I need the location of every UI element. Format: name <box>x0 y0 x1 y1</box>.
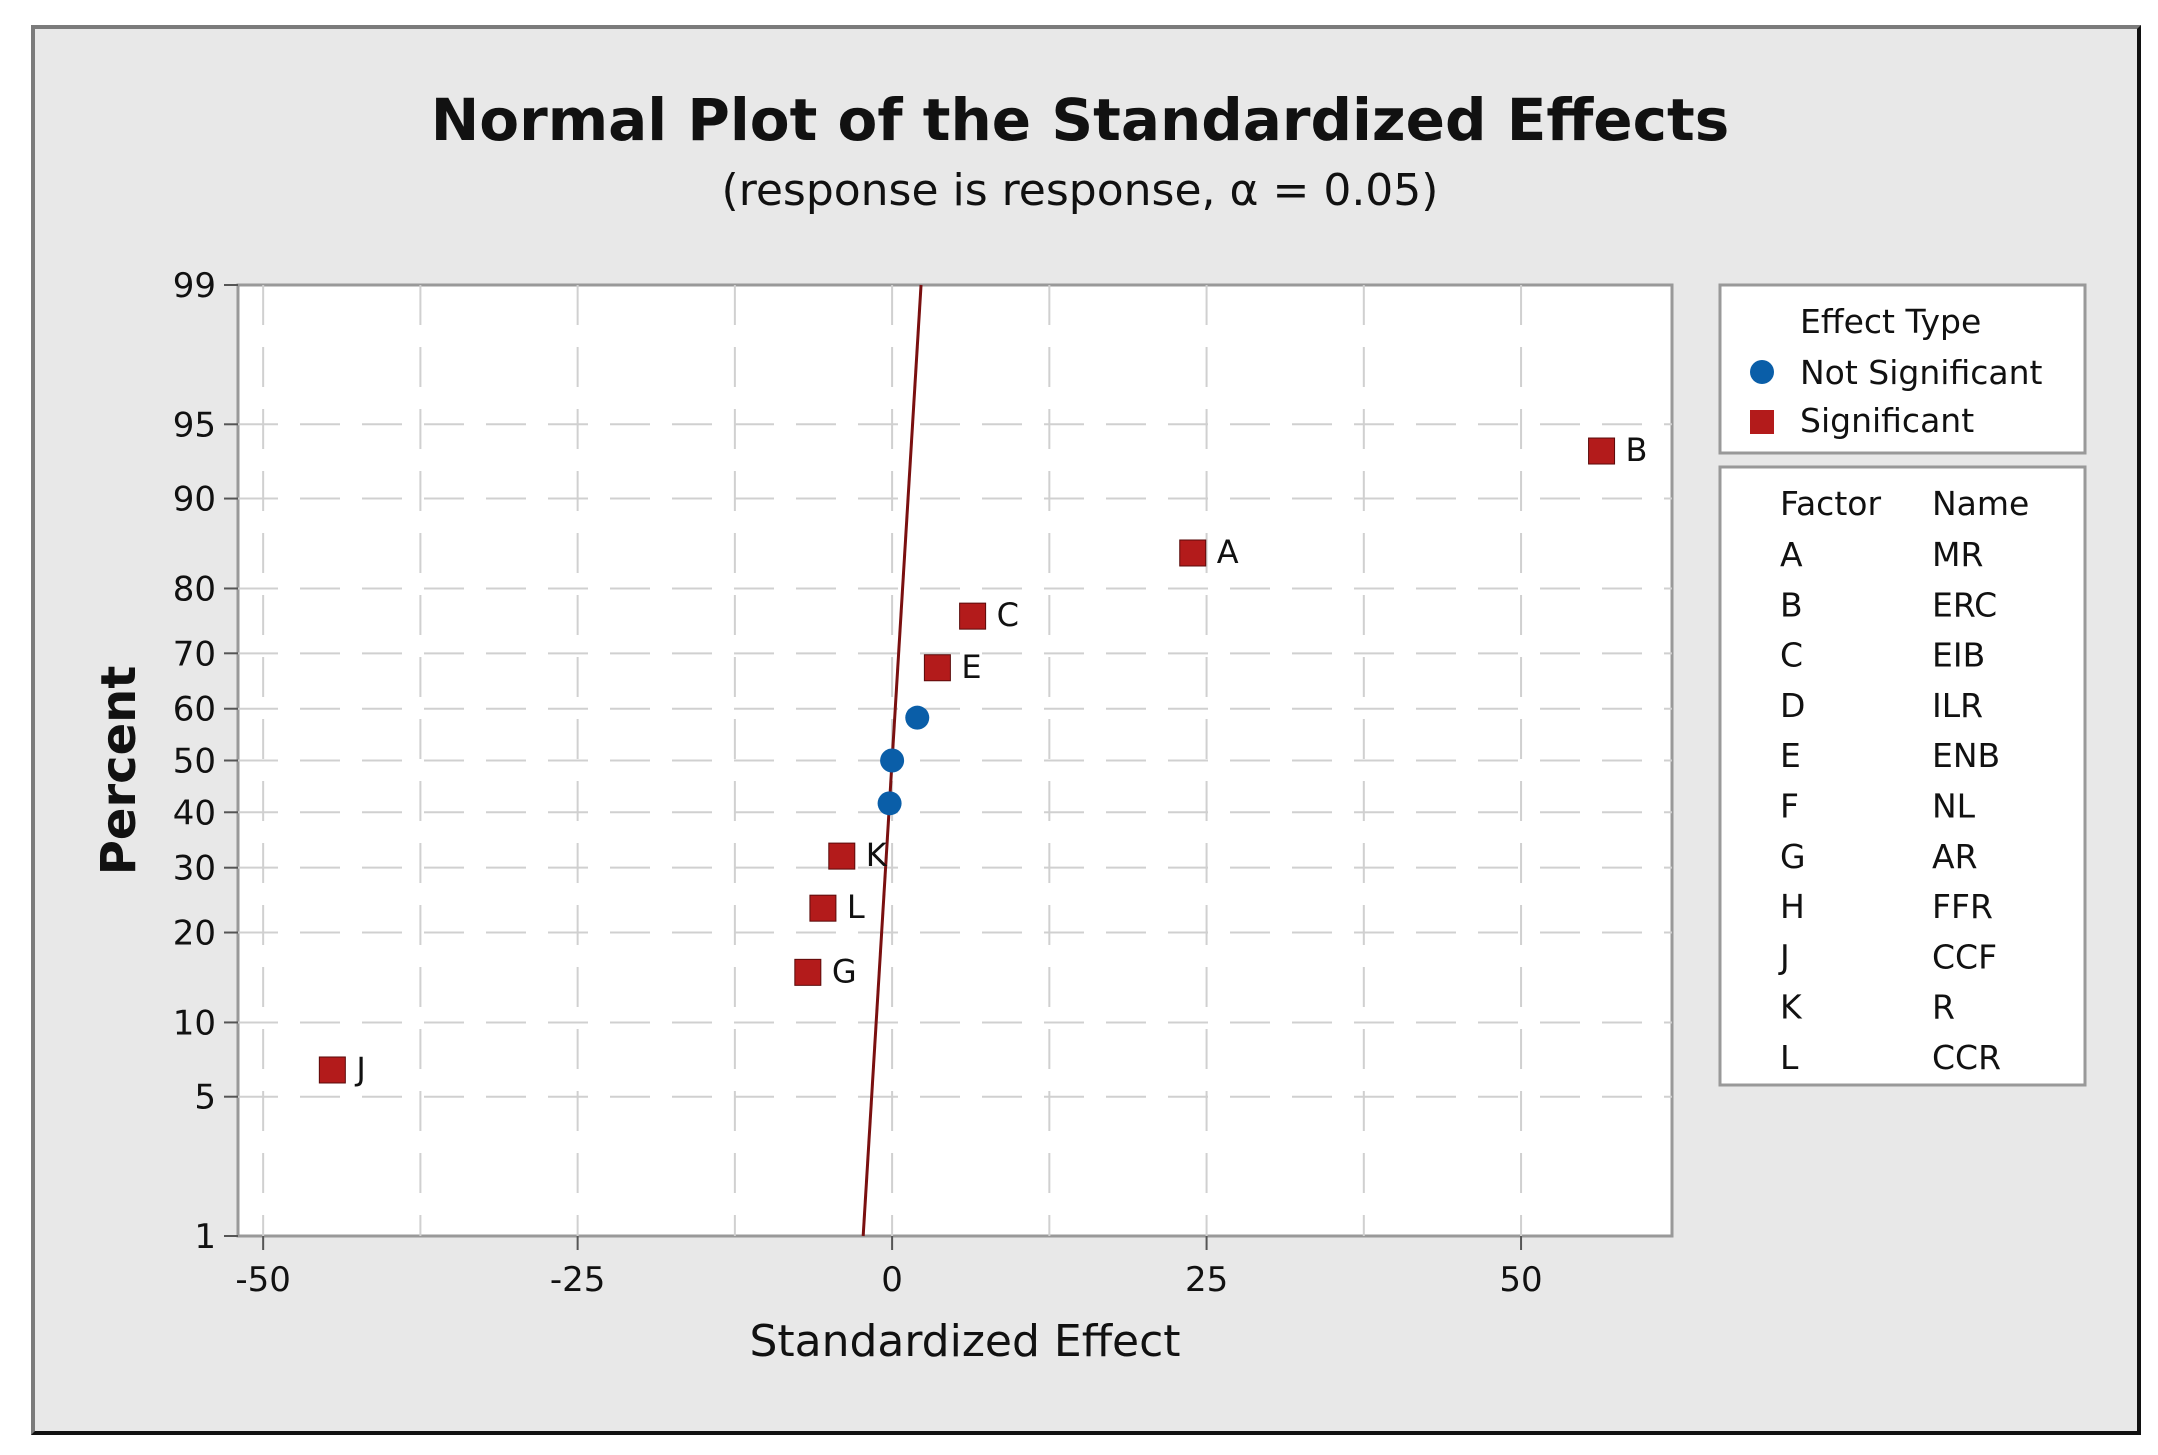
factor-table: Factor Name A MR B ERC C EIB D ILR E ENB F NL G AR H FF… <box>1718 465 2087 1087</box>
factor-name: CCR <box>1932 1038 2001 1077</box>
y-tick-label: 10 <box>173 1003 216 1043</box>
data-points: J GLK EC A B <box>318 431 1648 1088</box>
point-label: A <box>1217 533 1239 571</box>
point-not-significant <box>905 705 930 730</box>
y-tick-label: 90 <box>173 480 216 520</box>
factor-letter: L <box>1780 1038 1799 1077</box>
x-tick-label: -25 <box>550 1260 606 1300</box>
x-tick-label: 50 <box>1499 1260 1542 1300</box>
factor-letter: J <box>1778 937 1790 976</box>
point-significant <box>1588 437 1616 465</box>
point-not-significant <box>880 748 905 773</box>
y-tick-label: 60 <box>173 690 216 730</box>
y-tick-label: 50 <box>173 742 216 782</box>
point-label: J <box>354 1050 365 1088</box>
factor-letter: G <box>1780 837 1806 876</box>
point-label: B <box>1626 431 1648 469</box>
factor-name: FFR <box>1932 887 1993 926</box>
x-axis-label: Standardized Effect <box>749 1316 1180 1367</box>
point-significant <box>923 654 951 682</box>
factor-header: Factor <box>1780 484 1881 523</box>
factor-table-box <box>1718 465 2087 1087</box>
legend-square-marker <box>1750 410 1774 434</box>
legend-circle-marker <box>1750 360 1774 384</box>
legend-entry-significant: Significant <box>1800 401 1974 440</box>
factor-letter: A <box>1780 535 1803 574</box>
point-significant <box>828 842 856 870</box>
point-significant <box>809 894 837 922</box>
name-header: Name <box>1932 484 2029 523</box>
factor-name: NL <box>1932 787 1976 826</box>
grid <box>238 285 1672 1236</box>
y-tick-label: 95 <box>173 405 216 445</box>
factor-name: EIB <box>1932 636 1985 675</box>
factor-letter: C <box>1780 636 1803 675</box>
point-label: C <box>997 596 1019 634</box>
point-significant <box>1179 539 1207 567</box>
chart-title: Normal Plot of the Standardized Effects <box>431 86 1730 154</box>
point-label: E <box>961 648 981 686</box>
x-tick-label: 0 <box>881 1260 903 1300</box>
y-tick-label: 1 <box>194 1217 216 1257</box>
factor-letter: E <box>1780 736 1801 775</box>
point-label: L <box>847 888 865 926</box>
y-tick-label: 40 <box>173 793 216 833</box>
factor-letter: K <box>1780 988 1803 1027</box>
point-significant <box>318 1056 346 1084</box>
legend: Effect Type Not Significant Significant <box>1718 283 2087 455</box>
factor-name: R <box>1932 988 1955 1027</box>
x-tick-label: 25 <box>1185 1260 1228 1300</box>
x-tick-label: -50 <box>235 1260 291 1300</box>
factor-name: ILR <box>1932 686 1983 725</box>
axes: 1 5 10 20 30 40 50 60 70 80 90 95 99 -50 -25 0 25 50 <box>173 266 1543 1300</box>
factor-letter: F <box>1780 787 1799 826</box>
legend-entry-not-significant: Not Significant <box>1800 353 2043 392</box>
factor-name: AR <box>1932 837 1978 876</box>
legend-box <box>1718 283 2087 455</box>
point-significant <box>794 958 822 986</box>
point-not-significant <box>877 791 902 816</box>
y-tick-label: 80 <box>173 569 216 609</box>
y-tick-label: 70 <box>173 634 216 674</box>
y-tick-label: 30 <box>173 849 216 889</box>
factor-letter: D <box>1780 686 1805 725</box>
factor-letter: H <box>1780 887 1805 926</box>
y-tick-label: 5 <box>194 1078 216 1118</box>
y-tick-label: 99 <box>173 266 216 306</box>
factor-name: CCF <box>1932 937 1997 976</box>
point-label: K <box>866 836 888 874</box>
y-tick-label: 20 <box>173 914 216 954</box>
point-label: G <box>832 952 857 990</box>
y-axis-label: Percent <box>91 666 147 876</box>
factor-name: MR <box>1932 535 1983 574</box>
factor-name: ENB <box>1932 736 2000 775</box>
factor-name: ERC <box>1932 585 1997 624</box>
chart-subtitle: (response is response, α = 0.05) <box>722 165 1439 216</box>
legend-title: Effect Type <box>1800 302 1981 341</box>
point-significant <box>959 602 987 630</box>
factor-letter: B <box>1780 585 1803 624</box>
